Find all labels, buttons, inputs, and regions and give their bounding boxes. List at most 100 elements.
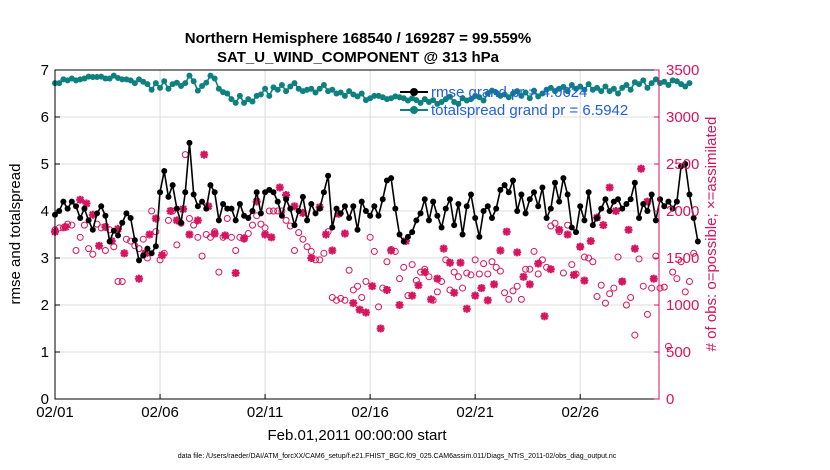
obs-assimilated-point	[275, 183, 284, 192]
series-point	[56, 80, 63, 87]
obs-possible-point	[370, 247, 378, 255]
obs-assimilated-point	[210, 229, 219, 238]
series-point	[320, 189, 327, 196]
obs-possible-point	[656, 284, 664, 292]
series-point	[161, 168, 168, 175]
series-point	[413, 97, 420, 104]
series-point	[396, 231, 403, 238]
series-point	[585, 81, 592, 88]
y-tick-label-left: 2	[41, 297, 49, 314]
series-point	[287, 83, 294, 90]
series-point	[451, 222, 458, 229]
series-point	[522, 89, 529, 96]
obs-possible-point	[290, 246, 298, 254]
series-point	[362, 208, 369, 214]
series-point	[152, 80, 159, 87]
series-point	[375, 212, 382, 219]
star-stroke	[166, 207, 175, 215]
obs-assimilated-point	[445, 258, 454, 267]
series-point	[598, 205, 605, 212]
star-stroke	[427, 295, 435, 304]
x-tick-label: 02/16	[351, 404, 389, 421]
series-point	[619, 205, 626, 212]
series-point	[526, 196, 533, 203]
star-stroke	[637, 164, 645, 173]
obs-assimilated-point	[307, 254, 316, 262]
series-point	[224, 90, 231, 97]
series-point	[585, 189, 592, 196]
series-point	[505, 189, 512, 196]
series-point	[182, 80, 189, 87]
series-point	[278, 212, 285, 219]
series-point	[354, 226, 361, 233]
obs-assimilated-point	[420, 268, 429, 277]
series-point	[140, 252, 147, 259]
obs-possible-point	[244, 230, 252, 238]
series-point	[665, 198, 672, 205]
series-point	[652, 76, 659, 83]
obs-possible-point	[152, 228, 160, 236]
obs-possible-point	[232, 246, 240, 254]
star-stroke	[145, 230, 154, 239]
obs-assimilated-point	[368, 282, 377, 291]
series-point	[367, 212, 374, 219]
obs-possible-point	[685, 278, 693, 285]
series-point	[657, 196, 664, 203]
series-point	[594, 215, 601, 222]
obs-possible-point	[442, 256, 450, 264]
series-point	[102, 212, 109, 219]
series-point	[249, 208, 256, 214]
star-stroke	[450, 289, 458, 297]
star-stroke	[261, 230, 269, 239]
obs-possible-point	[639, 282, 647, 290]
obs-possible-point	[526, 265, 534, 273]
series-point	[207, 182, 214, 189]
star-stroke	[502, 227, 511, 236]
star-stroke	[462, 304, 471, 313]
star-stroke	[624, 226, 633, 234]
obs-assimilated-point	[267, 233, 276, 242]
series-point	[480, 208, 487, 214]
series-point	[341, 92, 348, 99]
obs-possible-point	[114, 278, 122, 285]
series-point	[89, 74, 96, 81]
obs-assimilated-point	[563, 230, 572, 239]
obs-assimilated-point	[82, 199, 91, 208]
star-stroke	[395, 301, 404, 309]
obs-possible-point	[488, 258, 496, 266]
obs-possible-point	[551, 219, 559, 227]
series-point	[434, 212, 441, 219]
obs-possible-point	[148, 207, 156, 215]
series-point	[173, 205, 180, 212]
series-point	[110, 227, 117, 234]
series-point	[484, 90, 491, 97]
obs-possible-point	[118, 278, 126, 285]
obs-possible-point	[122, 235, 130, 243]
series-point	[346, 88, 353, 95]
obs-possible-point	[396, 275, 404, 283]
series-point	[564, 191, 571, 198]
obs-possible-point	[299, 235, 307, 243]
obs-assimilated-point	[502, 227, 511, 236]
obs-possible-point	[164, 216, 172, 224]
series-point	[266, 92, 273, 99]
series-point	[262, 85, 269, 92]
series-point	[60, 198, 67, 205]
legend-spread-label: totalspread grand pr = 6.5942	[431, 102, 628, 119]
obs-possible-point	[585, 254, 593, 262]
star-stroke	[173, 216, 181, 225]
obs-possible-point	[559, 269, 567, 277]
obs-possible-point	[480, 260, 488, 268]
y-tick-label-left: 5	[41, 156, 49, 173]
obs-possible-point	[269, 207, 277, 215]
obs-assimilated-point	[611, 207, 620, 215]
obs-assimilated-point	[340, 229, 349, 238]
obs-assimilated-point	[166, 207, 175, 215]
y-tick-label-right: 3000	[666, 109, 699, 126]
series-point	[341, 203, 348, 210]
obs-assimilated-point	[355, 305, 364, 314]
star-stroke	[519, 273, 528, 281]
series-point	[446, 196, 453, 203]
star-stroke	[194, 216, 202, 225]
obs-possible-point	[467, 271, 475, 279]
